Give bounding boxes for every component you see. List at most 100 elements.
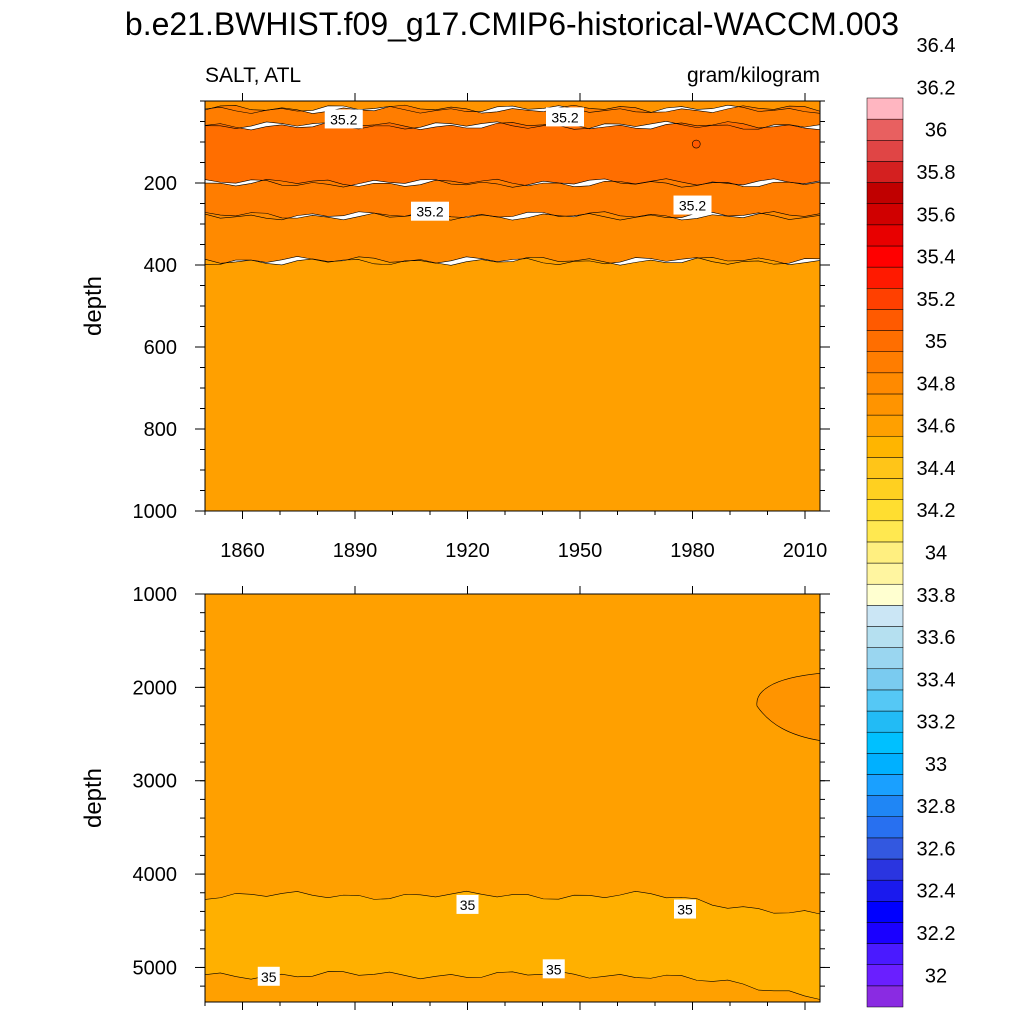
- colorbar-label: 32.4: [917, 881, 956, 903]
- colorbar-swatch: [866, 97, 904, 120]
- lower-y-tick-label: 4000: [133, 864, 178, 886]
- colorbar-label: 35.2: [917, 289, 956, 311]
- colorbar-swatch: [866, 858, 904, 881]
- colorbar-label: 32: [925, 965, 947, 987]
- colorbar-swatch: [866, 816, 904, 839]
- svg-text:35: 35: [546, 961, 562, 977]
- colorbar-swatch: [866, 182, 904, 204]
- lower-y-tick-label: 2000: [133, 677, 178, 699]
- colorbar-label: 34.2: [917, 500, 956, 522]
- upper-band-35.3: [205, 178, 820, 221]
- upper-band-35.2: [205, 211, 820, 265]
- colorbar-swatch: [866, 689, 904, 712]
- colorbar-swatch: [866, 245, 904, 268]
- upper-contour-line: [204, 121, 821, 131]
- upper-x-tick-label: 1860: [220, 540, 265, 562]
- colorbar: 32 32.2 32.4 32.6 32.8 33 33.2 33.4 33.6 33.8 34 34…: [866, 35, 956, 1008]
- colorbar-swatch: [866, 457, 904, 479]
- colorbar-swatch: [866, 922, 904, 944]
- upper-band-35: [205, 101, 820, 114]
- lower-contour-panel: 1000 2000 3000 4000 5000 35 35 35 35 depth: [80, 584, 830, 1010]
- upper-contour-line: [204, 256, 821, 266]
- colorbar-swatch: [866, 837, 904, 860]
- lower-band-35: [205, 891, 820, 1000]
- upper-contour-label: 35.2: [324, 109, 363, 129]
- colorbar-label: 34.6: [917, 416, 956, 438]
- colorbar-label: 33.6: [917, 627, 956, 649]
- upper-contour-panel: 1860 1890 1920 1950 1980 2010 200 400 600 800 1000…: [80, 93, 830, 562]
- lower-y-tick-label: 1000: [133, 584, 178, 606]
- lower-contour-label: 35: [674, 899, 696, 919]
- colorbar-swatch: [866, 435, 904, 458]
- colorbar-swatch: [866, 562, 904, 585]
- units-label: gram/kilogram: [687, 64, 820, 87]
- colorbar-swatch: [866, 541, 904, 564]
- colorbar-label: 35.6: [917, 204, 956, 226]
- page-title: b.e21.BWHIST.f09_g17.CMIP6-historical-WA…: [125, 6, 899, 42]
- svg-text:35: 35: [460, 897, 476, 913]
- upper-small-contour: [691, 139, 701, 149]
- colorbar-label: 36: [925, 120, 947, 142]
- upper-contour-line: [204, 256, 821, 266]
- lower-y-axis-label: depth: [80, 768, 107, 828]
- svg-text:35.2: 35.2: [416, 204, 443, 220]
- upper-x-tick-label: 1950: [558, 540, 603, 562]
- colorbar-swatch: [866, 309, 904, 331]
- lower-y-tick-label: 3000: [133, 771, 178, 793]
- colorbar-swatch: [866, 901, 904, 923]
- upper-x-tick-label: 1890: [333, 540, 378, 562]
- upper-y-axis-label: depth: [80, 276, 107, 336]
- colorbar-label: 35.4: [917, 247, 956, 269]
- lower-contour-label: 35: [456, 894, 479, 914]
- colorbar-swatch: [866, 879, 904, 902]
- lower-plot-frame: [204, 593, 821, 1003]
- upper-y-tick-label: 200: [144, 173, 177, 195]
- colorbar-label: 32.6: [917, 838, 956, 860]
- svg-text:35: 35: [677, 902, 693, 918]
- svg-text:35.2: 35.2: [551, 109, 578, 125]
- colorbar-swatch: [866, 795, 904, 817]
- colorbar-swatch: [866, 731, 904, 754]
- colorbar-swatch: [866, 203, 904, 226]
- upper-y-tick-label: 400: [144, 255, 177, 277]
- lower-y-tick-label: 5000: [133, 957, 178, 979]
- colorbar-label: 33.4: [917, 669, 956, 691]
- upper-contour-line: [204, 120, 821, 130]
- colorbar-label: 36.4: [917, 35, 956, 57]
- colorbar-swatch: [866, 647, 904, 670]
- upper-x-tick-label: 1980: [670, 540, 715, 562]
- upper-x-tick-label: 1920: [445, 540, 490, 562]
- colorbar-swatch: [866, 330, 904, 352]
- colorbar-swatch: [866, 668, 904, 691]
- lower-contour-label: 35: [542, 959, 565, 979]
- colorbar-swatch: [866, 414, 904, 437]
- colorbar-swatch: [866, 753, 904, 775]
- upper-contour-line: [204, 211, 821, 221]
- colorbar-swatch: [866, 266, 904, 289]
- upper-band-35.4: [205, 121, 820, 188]
- colorbar-swatch: [866, 161, 904, 183]
- colorbar-swatch: [866, 964, 904, 987]
- colorbar-label: 33.2: [917, 712, 956, 734]
- colorbar-label: 34: [925, 543, 947, 565]
- colorbar-label: 34.4: [917, 458, 956, 480]
- colorbar-label: 34.8: [917, 373, 956, 395]
- upper-contour-line: [204, 211, 821, 221]
- upper-contour-label: 35.2: [673, 195, 712, 215]
- upper-band-35.1: [205, 256, 820, 511]
- colorbar-swatch: [866, 520, 904, 543]
- upper-contour-line: [204, 178, 821, 187]
- colorbar-label: 33.8: [917, 585, 956, 607]
- colorbar-swatch: [866, 583, 904, 606]
- colorbar-swatch: [866, 224, 904, 247]
- colorbar-label: 32.2: [917, 923, 956, 945]
- colorbar-swatch: [866, 943, 904, 965]
- variable-region-label: SALT, ATL: [205, 64, 301, 87]
- upper-contour-line: [204, 104, 821, 114]
- colorbar-label: 36.2: [917, 77, 956, 99]
- svg-text:35.2: 35.2: [679, 198, 706, 214]
- colorbar-swatch: [866, 478, 904, 500]
- colorbar-swatch: [866, 393, 904, 416]
- colorbar-swatch: [866, 985, 904, 1008]
